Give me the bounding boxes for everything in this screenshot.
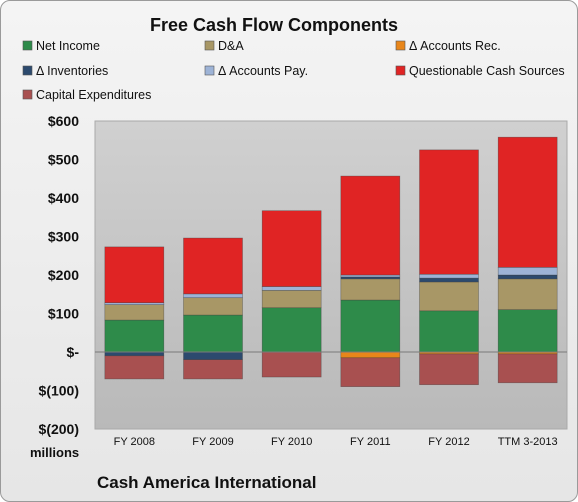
bar-segment-net-income-fy-2009: [183, 314, 243, 353]
legend: Net Income D&A Δ Accounts Rec. Δ Inventorie…: [22, 39, 565, 102]
chart-title: Free Cash Flow Components: [150, 15, 398, 35]
bar-segment-capital-expenditures-fy-2010: [261, 351, 322, 378]
y-tick-label: $(200): [39, 421, 79, 437]
bar-segment-capital-expenditures-fy-2012: [419, 353, 479, 386]
bar-segment-delta-inventories-fy-2008: [104, 351, 165, 357]
bar-segment-net-income-fy-2011: [340, 299, 401, 353]
legend-label-danda: D&A: [218, 39, 244, 53]
bar-segment-questionable-cash-sources-ttm-3-2013: [497, 136, 558, 268]
bar-segment-capital-expenditures-ttm-3-2013: [497, 353, 558, 384]
bar-segment-capital-expenditures-fy-2011: [340, 357, 401, 387]
bar-segment-net-income-fy-2008: [104, 319, 165, 353]
bar-segment-danda-fy-2011: [340, 278, 401, 301]
bar-segment-questionable-cash-sources-fy-2009: [183, 237, 243, 295]
bar-segment-delta-inventories-ttm-3-2013: [497, 274, 558, 280]
bar-segment-danda-fy-2009: [183, 297, 243, 316]
bar-segment-questionable-cash-sources-fy-2010: [261, 210, 322, 287]
legend-swatch-delta-accounts-pay: [204, 65, 215, 76]
y-tick-label: $600: [48, 113, 79, 129]
legend-label-questionable-cash-sources: Questionable Cash Sources: [409, 64, 565, 78]
legend-swatch-delta-accounts-rec: [395, 40, 406, 51]
unit-label: millions: [30, 445, 79, 460]
x-tick-label: FY 2009: [192, 436, 233, 448]
bar-segment-delta-accounts-pay-fy-2012: [419, 273, 479, 279]
legend-label-delta-inventories: Δ Inventories: [36, 64, 108, 78]
bar-segment-delta-accounts-pay-fy-2010: [261, 286, 322, 291]
bar-segment-delta-accounts-pay-ttm-3-2013: [497, 266, 558, 276]
legend-swatch-capital-expenditures: [22, 89, 33, 100]
x-axis: FY 2008 FY 2009 FY 2010 FY 2011 FY 2012 TTM 3…: [114, 436, 558, 448]
y-tick-label: $-: [67, 344, 80, 360]
legend-swatch-delta-inventories: [22, 65, 33, 76]
legend-label-net-income: Net Income: [36, 39, 100, 53]
y-tick-label: $300: [48, 229, 79, 245]
bar-segment-delta-accounts-rec-fy-2011: [340, 351, 401, 359]
bar-segment-questionable-cash-sources-fy-2011: [340, 175, 401, 276]
bar-segment-net-income-ttm-3-2013: [497, 309, 558, 353]
y-axis: $(200) $(100) $- $100 $200 $300 $400 $500 $600: [39, 113, 80, 437]
legend-label-delta-accounts-rec: Δ Accounts Rec.: [409, 39, 501, 53]
legend-swatch-net-income: [22, 40, 33, 51]
bar-segment-questionable-cash-sources-fy-2012: [419, 149, 479, 275]
bar-segment-capital-expenditures-fy-2008: [104, 355, 165, 380]
legend-label-capital-expenditures: Capital Expenditures: [36, 88, 151, 102]
company-name: Cash America International: [97, 473, 317, 492]
y-tick-label: $400: [48, 190, 79, 206]
bar-segment-danda-fy-2012: [419, 281, 479, 312]
bar-segment-delta-inventories-fy-2009: [183, 351, 243, 360]
y-tick-label: $(100): [39, 383, 79, 399]
y-tick-label: $100: [48, 306, 79, 322]
legend-swatch-danda: [204, 40, 215, 51]
legend-swatch-questionable-cash-sources: [395, 65, 406, 76]
bar-segment-questionable-cash-sources-fy-2008: [104, 246, 165, 304]
x-tick-label: FY 2010: [271, 436, 312, 448]
plot-area: [94, 120, 568, 430]
bars: [104, 136, 558, 387]
y-tick-label: $500: [48, 152, 79, 168]
legend-label-delta-accounts-pay: Δ Accounts Pay.: [218, 64, 308, 78]
x-tick-label: TTM 3-2013: [498, 436, 558, 448]
bar-segment-net-income-fy-2010: [261, 307, 322, 353]
bar-segment-danda-fy-2008: [104, 304, 165, 321]
x-tick-label: FY 2012: [428, 436, 469, 448]
bar-segment-capital-expenditures-fy-2009: [183, 359, 243, 380]
x-tick-label: FY 2011: [350, 436, 391, 448]
bar-segment-danda-fy-2010: [261, 290, 322, 309]
bar-segment-net-income-fy-2012: [419, 310, 479, 353]
bar-segment-danda-ttm-3-2013: [497, 278, 558, 310]
bar-segment-delta-inventories-fy-2012: [419, 277, 479, 283]
x-tick-label: FY 2008: [114, 436, 155, 448]
y-tick-label: $200: [48, 267, 79, 283]
bar-segment-delta-accounts-pay-fy-2009: [183, 293, 243, 299]
